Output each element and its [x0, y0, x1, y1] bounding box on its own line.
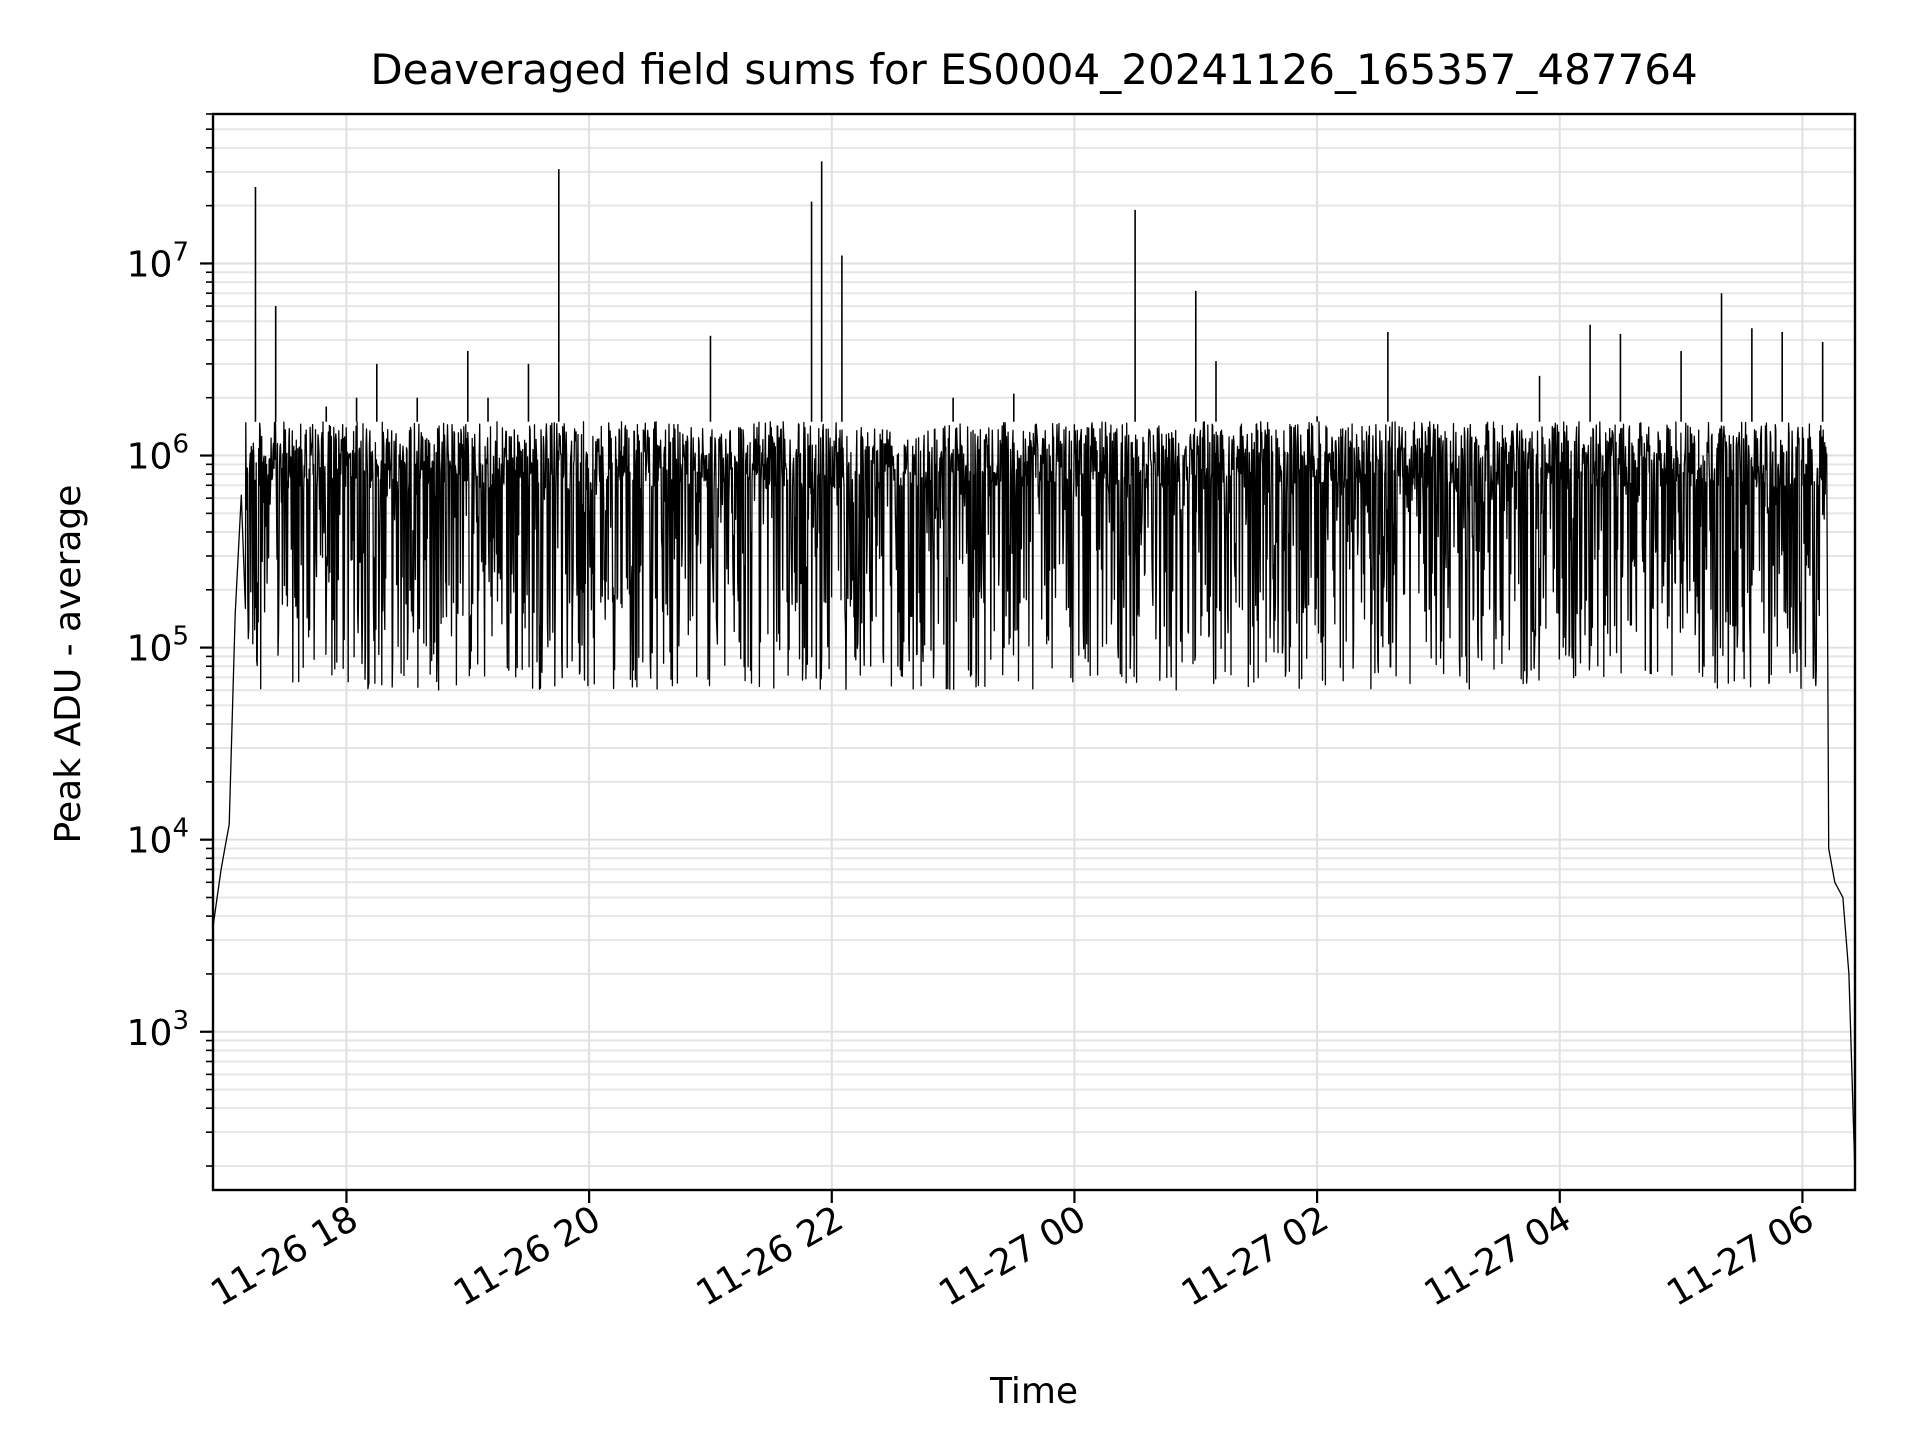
y-axis-label: Peak ADU - average: [48, 485, 89, 844]
y-tick-label: 105: [127, 622, 189, 670]
y-tick-label: 107: [127, 237, 189, 285]
y-tick-label: 103: [127, 1006, 189, 1054]
y-tick-label: 106: [127, 430, 189, 478]
chart-title: Deaveraged field sums for ES0004_2024112…: [370, 45, 1697, 94]
series-trace: [212, 161, 1856, 1175]
grid: [213, 113, 1855, 1190]
y-axis: 103 104 105 106 107: [127, 113, 213, 1167]
plot-frame: [211, 112, 1857, 1192]
x-axis-label: Time: [989, 1371, 1078, 1412]
series-line: [212, 421, 1856, 1175]
y-tick-label: 104: [127, 814, 189, 862]
